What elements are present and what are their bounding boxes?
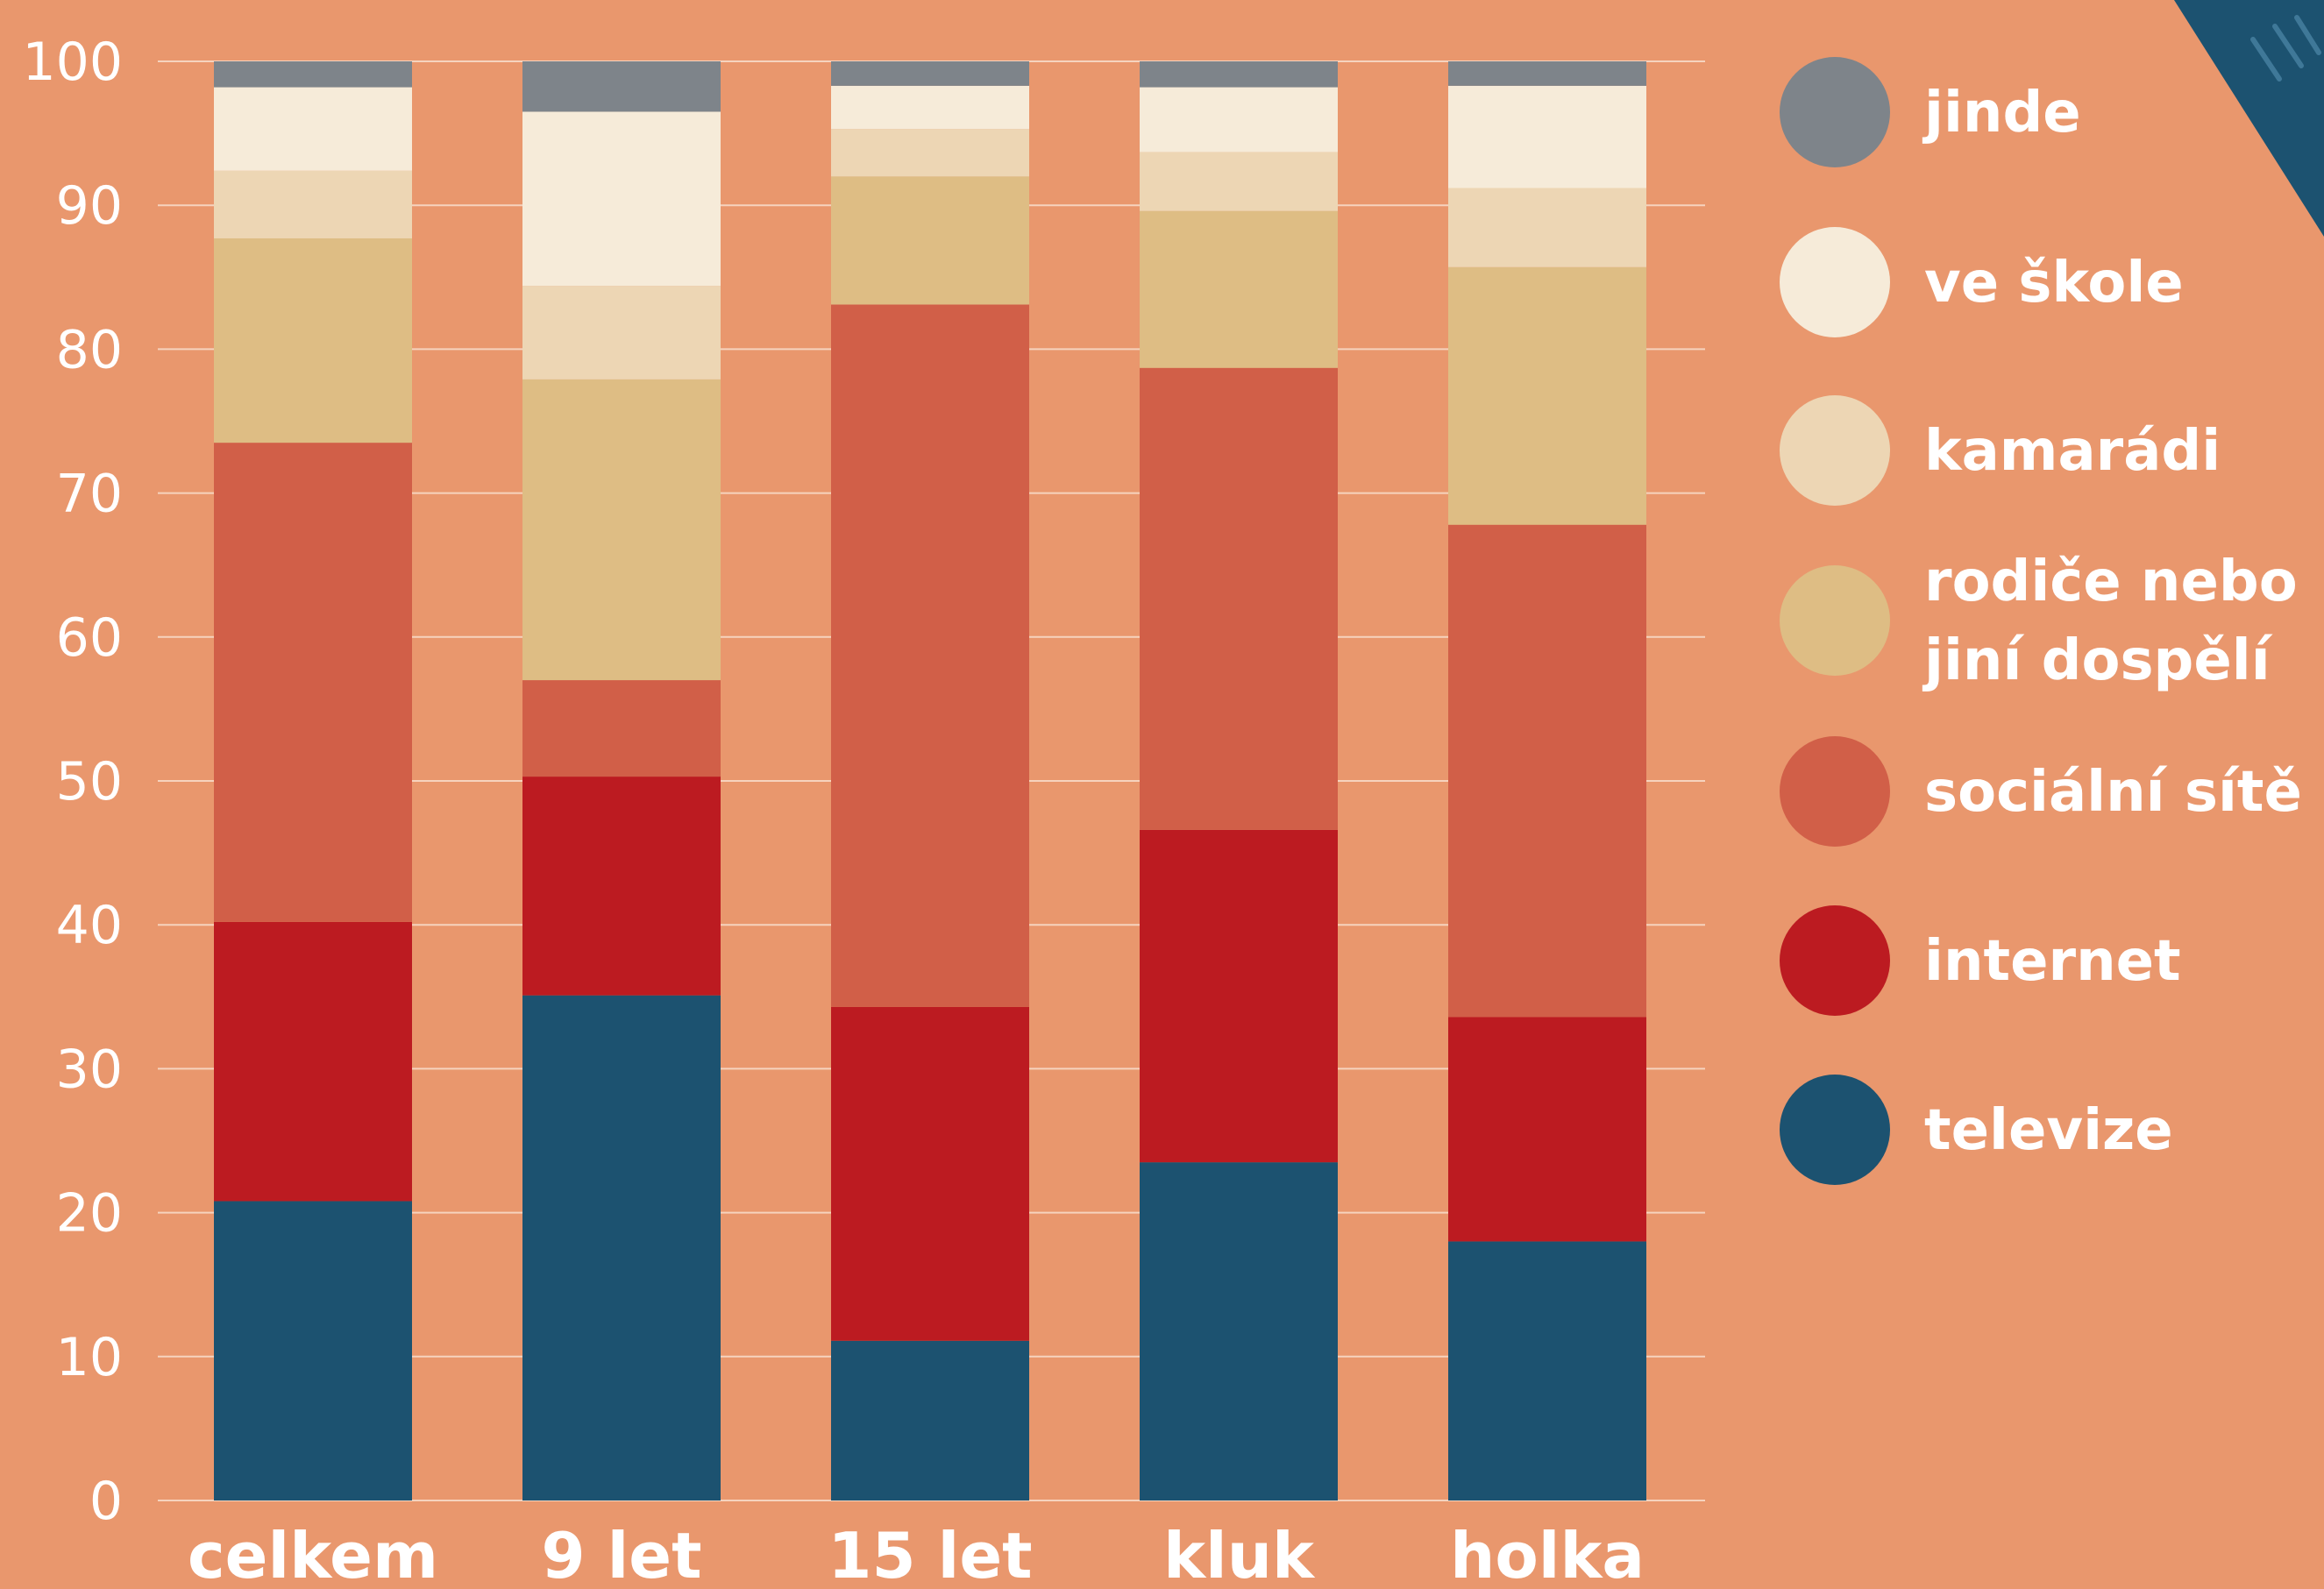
bar-segment [1448, 266, 1646, 525]
bar-segment [522, 379, 721, 681]
bar-segment [831, 61, 1029, 86]
legend-label: ve škole [1924, 251, 2184, 316]
bar-segment [522, 777, 721, 996]
bar-segment [522, 995, 721, 1500]
corner-decoration [2174, 0, 2324, 237]
bar-segment [831, 129, 1029, 177]
legend-label: jiní dospělí [1922, 628, 2273, 693]
bar-segment [831, 1340, 1029, 1500]
bar-segment [214, 921, 412, 1202]
legend-swatch [1780, 565, 1890, 676]
legend-swatch [1780, 395, 1890, 506]
bar-segment [1448, 85, 1646, 188]
bar-segment [214, 170, 412, 238]
y-tick-label: 40 [56, 895, 123, 956]
y-tick-label: 0 [89, 1471, 123, 1532]
bar-segment [1448, 188, 1646, 267]
x-category-label: 15 let [828, 1519, 1032, 1589]
y-tick-label: 20 [56, 1183, 123, 1245]
legend-label: rodiče nebo [1924, 550, 2298, 614]
x-axis-labels: celkem 9 let 15 let kluk holka [188, 1519, 1645, 1589]
bar-segment [1140, 87, 1338, 153]
x-category-label: holka [1450, 1519, 1645, 1589]
bar-segment [1448, 61, 1646, 86]
bar-segment [214, 61, 412, 88]
corner-ribbon-stripe [2250, 15, 2321, 82]
bar-segment [522, 286, 721, 380]
y-tick-label: 80 [56, 319, 123, 380]
corner-ribbon-shape [2174, 0, 2324, 237]
bar-segment [1140, 152, 1338, 211]
bar-segment [214, 443, 412, 922]
bar-segment [522, 61, 721, 112]
x-category-label: celkem [188, 1519, 438, 1589]
legend-label: televize [1924, 1098, 2173, 1163]
bar-segment [1140, 1162, 1338, 1500]
bar-segment [1140, 829, 1338, 1163]
legend: jinde ve škole kamarádi rodiče nebo jiní dos… [1780, 57, 2302, 1185]
y-tick-label: 90 [56, 175, 123, 237]
bar-segment [831, 176, 1029, 305]
legend-label: sociální sítě [1924, 760, 2302, 825]
y-tick-label: 10 [56, 1327, 123, 1388]
y-tick-label: 30 [56, 1039, 123, 1100]
bars [214, 61, 1646, 1500]
y-axis-ticks: 0 10 20 30 40 50 60 70 80 90 100 [22, 32, 123, 1532]
x-category-label: 9 let [541, 1519, 701, 1589]
bar-segment [214, 87, 412, 171]
bar-segment [522, 680, 721, 777]
y-tick-label: 60 [56, 607, 123, 669]
legend-swatch [1780, 57, 1890, 167]
bar-segment [522, 111, 721, 287]
bar-segment [831, 1006, 1029, 1341]
y-tick-label: 100 [22, 32, 123, 93]
legend-label: internet [1924, 929, 2181, 994]
legend-swatch [1780, 1075, 1890, 1185]
legend-swatch [1780, 905, 1890, 1016]
legend-label: jinde [1922, 81, 2081, 145]
bar-segment [214, 1201, 412, 1500]
bar-segment [1448, 1241, 1646, 1500]
bar-segment [1448, 1017, 1646, 1242]
y-tick-label: 70 [56, 464, 123, 525]
legend-swatch [1780, 227, 1890, 337]
bar-segment [831, 304, 1029, 1007]
bar-segment [1140, 61, 1338, 88]
bar-segment [1448, 524, 1646, 1018]
bar-segment [1140, 367, 1338, 830]
y-tick-label: 50 [56, 751, 123, 812]
bar-segment [214, 238, 412, 443]
legend-swatch [1780, 736, 1890, 847]
x-category-label: kluk [1163, 1519, 1316, 1589]
bar-segment [831, 85, 1029, 130]
bar-segment [1140, 210, 1338, 368]
legend-label: kamarádi [1924, 419, 2221, 484]
